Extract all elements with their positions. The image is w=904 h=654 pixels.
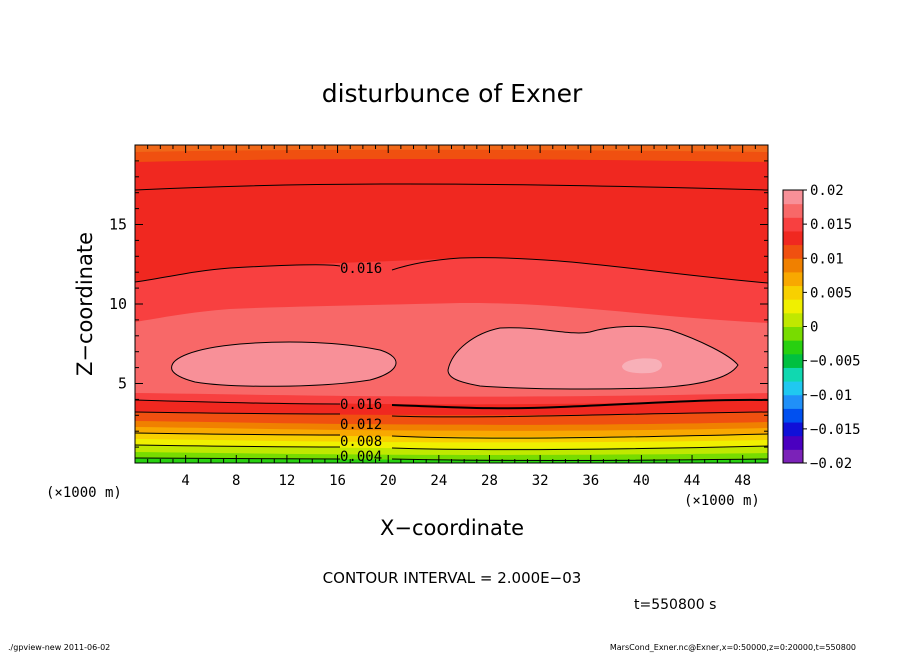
colorbar-swatch [783,381,803,396]
contour-line [391,433,768,439]
colorbar-label: −0.005 [810,354,861,370]
colorbar-label: 0 [810,320,818,336]
colorbar-swatch [783,258,803,273]
colorbar-swatch [783,203,803,218]
contour-line [135,457,341,460]
colorbar-label: 0.02 [810,183,844,199]
contour-lines [135,183,768,461]
colorbar-swatch [783,244,803,259]
contour-label: 0.016 [340,261,382,277]
colorbar-label: 0.015 [810,217,852,233]
chart-title: disturbunce of Exner [322,79,583,108]
colorbar-swatch [783,367,803,382]
colorbar-swatch [783,326,803,341]
band-level-0.018 [171,342,397,387]
band-level-0.018b [448,326,738,390]
colorbar-swatch [783,422,803,437]
x-tick-label: 16 [329,473,346,489]
colorbar-swatch [783,394,803,409]
colorbar-swatch [783,449,803,464]
colorbar-swatch [783,408,803,423]
time-label: t=550800 s [634,597,716,613]
x-tick-label: 32 [532,473,549,489]
colorbar-label: −0.02 [810,456,852,472]
contour-line [391,445,768,451]
x-tick-label: 24 [430,473,447,489]
colorbar-swatch [783,299,803,314]
colorbar-swatch [783,285,803,300]
colorbar-swatch [783,353,803,368]
x-tick-label: 20 [380,473,397,489]
colorbar-swatch [783,312,803,327]
contour-line [135,432,341,436]
x-tick-label: 4 [181,473,189,489]
contour-line [135,183,768,191]
x-tick-label: 28 [481,473,498,489]
contour-line [447,325,739,390]
contour-line [135,444,341,448]
colorbar-swatch [783,230,803,246]
plot-area [135,145,768,463]
contour-line [171,341,397,387]
y-tick-label: 15 [109,216,127,234]
x-tick-label: 48 [734,473,751,489]
contour-line [391,458,768,461]
colorbar-label: −0.015 [810,422,861,438]
band-level-0.019 [622,358,662,374]
y-tick-label: 10 [109,295,127,313]
colorbar-swatch [783,190,803,205]
x-tick-label: 44 [684,473,701,489]
contour-line [135,399,341,405]
colorbar-swatch [783,217,803,232]
y-axis-title: Z−coordinate [73,232,97,376]
contour-interval: CONTOUR INTERVAL = 2.000E−03 [323,569,582,587]
colorbar-label: −0.01 [810,388,852,404]
colorbar: 0.02 0.015 0.01 0.005 0 −0.005 −0.01 −0.015 −0.0… [782,183,861,472]
colorbar-swatch [783,435,803,450]
contour-line [391,411,768,418]
contour-line [135,264,341,283]
contour-label: 0.016 [340,397,382,413]
contour-line [391,398,768,410]
colorbar-swatch [783,271,803,287]
x-unit-label-right: (×1000 m) [684,493,760,509]
colorbar-swatch [783,340,803,355]
x-axis-title: X−coordinate [380,516,524,540]
colorbar-label: 0.005 [810,285,852,301]
contour-labels: 0.016 0.016 0.012 0.008 0.004 [340,261,382,465]
x-unit-label-left: (×1000 m) [46,485,122,501]
x-tick-label: 36 [582,473,599,489]
contour-label: 0.008 [340,434,382,450]
x-tick-label: 8 [232,473,240,489]
x-tick-label: 12 [278,473,295,489]
contour-line [135,411,341,415]
footer-left: ./gpview-new 2011-06-02 [8,643,110,652]
footer-right: MarsCond_Exner.nc@Exner,x=0:50000,z=0:20… [610,643,856,652]
contour-line [391,257,768,284]
colorbar-label: 0.01 [810,251,844,267]
y-tick-label: 5 [118,375,127,393]
contour-label: 0.012 [340,417,382,433]
x-tick-label: 40 [633,473,650,489]
